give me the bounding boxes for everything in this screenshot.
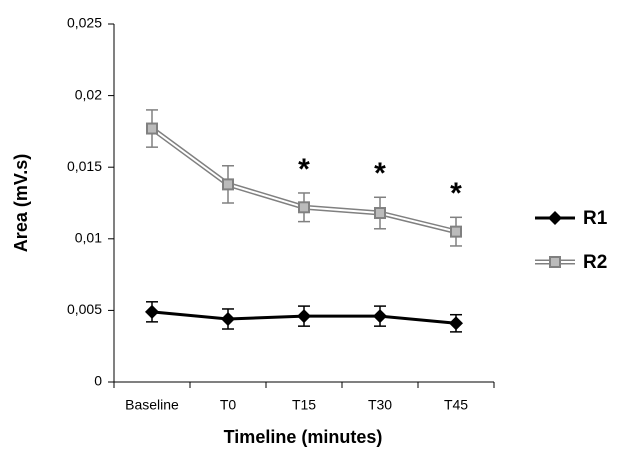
x-tick-label: T15 [292, 397, 316, 413]
y-tick-label: 0,01 [75, 230, 102, 246]
marker [548, 211, 562, 225]
y-axis-title: Area (mV.s) [11, 154, 31, 252]
y-tick-label: 0,02 [75, 86, 102, 102]
y-tick-label: 0,025 [67, 15, 102, 31]
annotation: * [450, 177, 462, 210]
marker [145, 304, 159, 319]
annotation: * [298, 153, 310, 186]
y-tick-label: 0,005 [67, 301, 102, 317]
x-tick-label: T30 [368, 397, 392, 413]
y-tick-label: 0,015 [67, 158, 102, 174]
marker [221, 311, 235, 326]
marker [222, 178, 234, 191]
marker [146, 122, 158, 135]
marker [298, 201, 310, 214]
marker [449, 316, 463, 331]
marker [297, 309, 311, 324]
x-axis-title: Timeline (minutes) [224, 427, 383, 447]
legend-label: R2 [583, 252, 607, 273]
legend-label: R1 [583, 208, 608, 229]
marker [450, 225, 462, 238]
marker [549, 256, 561, 268]
annotation: * [374, 157, 386, 190]
x-tick-label: Baseline [125, 397, 179, 413]
marker [374, 207, 386, 220]
y-tick-label: 0 [94, 373, 102, 389]
x-tick-label: T0 [220, 397, 237, 413]
marker [373, 309, 387, 324]
x-tick-label: T45 [444, 397, 468, 413]
